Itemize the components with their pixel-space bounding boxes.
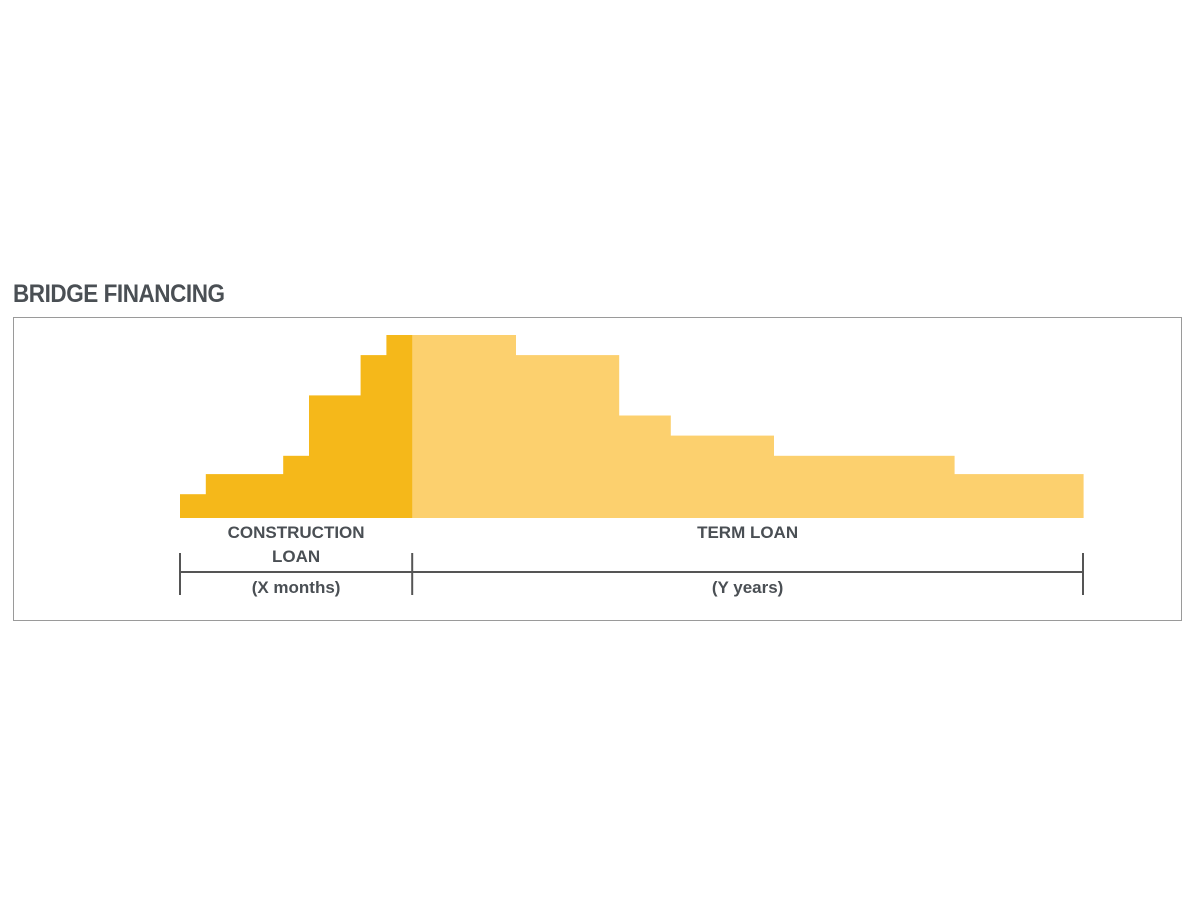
construction-step-bar [360,355,387,518]
term-step-bar [412,335,516,518]
term-step-bar [954,474,1084,518]
chart-title: BRIDGE FINANCING [13,280,225,308]
construction-step-bar [309,395,362,518]
construction-step-bar [283,455,310,518]
segment-label: LOAN [272,547,320,566]
construction-step-bar [205,474,284,518]
term-step-bar [618,415,671,518]
term-step-bar [515,355,620,518]
term-step-bar [670,435,774,518]
chart-frame [13,317,1182,621]
segment-duration: (Y years) [712,578,784,597]
segment-duration: (X months) [252,578,341,597]
segment-label: CONSTRUCTION [228,523,365,542]
construction-step-bar [386,335,413,518]
construction-step-bar [180,494,207,518]
term-step-bar [773,455,955,518]
segment-label: TERM LOAN [697,523,798,542]
